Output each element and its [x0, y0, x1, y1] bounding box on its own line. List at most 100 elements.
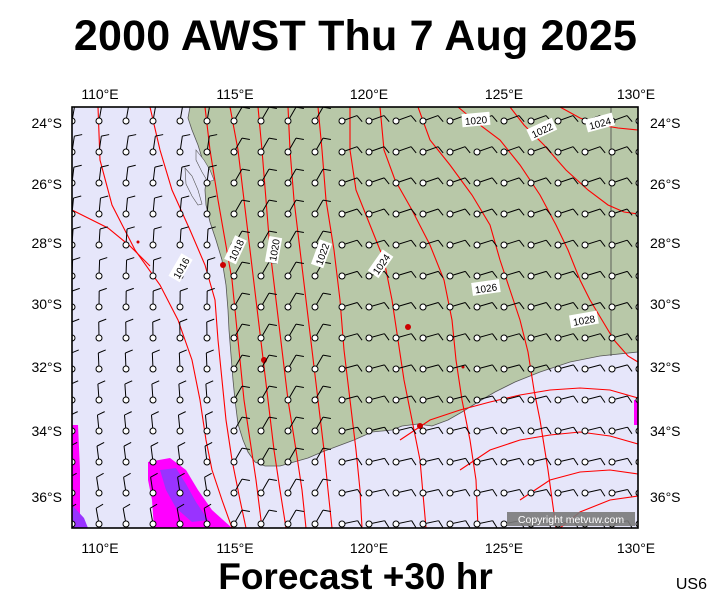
station-circle [419, 334, 427, 342]
wind-barb-feather [97, 380, 106, 385]
station-circle [581, 427, 589, 435]
station-circle [392, 117, 400, 125]
station-circle [149, 458, 157, 466]
station-circle [176, 148, 184, 156]
lat-label: 26°S [650, 176, 681, 192]
lon-label: 115°E [216, 86, 253, 102]
station-circle [527, 117, 535, 125]
station-circle [554, 365, 562, 373]
wind-barb-feather [241, 385, 250, 389]
station-circle [176, 179, 184, 187]
wind-barb-feather [128, 134, 137, 137]
wind-barb-feather [356, 208, 363, 216]
station-circle [581, 458, 589, 466]
wind-barb-feather [600, 426, 606, 435]
wind-barb-feather [465, 395, 471, 403]
wind-barb-feather [208, 195, 217, 199]
station-circle [311, 210, 319, 218]
pressure-centre-dots [136, 240, 465, 429]
station-circle [446, 272, 454, 280]
station-circle [527, 241, 535, 249]
wind-barb-feather [572, 115, 579, 122]
station-circle [581, 365, 589, 373]
station-circle [149, 241, 157, 249]
station-circle [311, 520, 319, 528]
wind-barb-feather [383, 302, 390, 310]
wind-barb-feather [99, 226, 108, 230]
wind-barb-feather [73, 164, 82, 168]
station-circle [230, 396, 238, 404]
wind-barb-feather [492, 489, 498, 497]
wind-barb-feather [357, 489, 363, 497]
wind-barb-feather [268, 509, 277, 513]
wind-barb-feather [573, 395, 579, 403]
station-circle [95, 210, 103, 218]
lat-label: 34°S [650, 423, 681, 439]
station-circle [581, 148, 589, 156]
wind-barb-feather [411, 489, 417, 497]
station-circle [392, 458, 400, 466]
station-circle [554, 272, 562, 280]
station-circle [608, 458, 616, 466]
wind-barb-feather [491, 208, 498, 216]
station-circle [284, 241, 292, 249]
wind-barb-feather [655, 521, 659, 528]
station-circle [203, 458, 211, 466]
station-circle [473, 210, 481, 218]
wind-barb-feather [268, 230, 277, 234]
wind-barb-feather [322, 385, 331, 389]
station-circle [230, 427, 238, 435]
lon-label: 120°E [350, 86, 388, 102]
wind-barb-feather [125, 349, 133, 354]
station-circle [392, 148, 400, 156]
wind-barb-feather [295, 323, 304, 327]
station-circle [581, 396, 589, 404]
station-circle [95, 458, 103, 466]
lon-label: 130°E [617, 86, 655, 102]
wind-barb-feather [180, 287, 188, 292]
wind-barb-feather [519, 458, 525, 466]
wind-barb-feather [599, 208, 606, 216]
wind-barb-feather [599, 239, 606, 247]
wind-barb-feather [626, 208, 633, 216]
isobar-label: 1020 [268, 238, 283, 262]
station-circle [257, 520, 265, 528]
wind-barb-feather [410, 115, 417, 122]
station-circle [284, 179, 292, 187]
wind-barb-feather [545, 208, 552, 216]
wind-barb-feather [518, 115, 525, 122]
station-circle [446, 241, 454, 249]
wind-barb-feather [206, 318, 215, 323]
wind-barb-feather [241, 261, 250, 265]
wind-barb-feather [464, 146, 471, 154]
wind-barb-feather [127, 164, 136, 168]
wind-barb-feather [572, 208, 579, 216]
station-circle [392, 520, 400, 528]
wind-barb-feather [437, 177, 444, 185]
station-circle [581, 334, 589, 342]
wind-barb-feather [268, 447, 277, 451]
lon-label: 110°E [81, 86, 118, 102]
wind-barb-feather [410, 271, 417, 279]
station-circle [122, 458, 130, 466]
station-circle [392, 179, 400, 187]
station-circle [149, 148, 157, 156]
wind-barb-feather [123, 472, 131, 478]
land-western-australia [187, 107, 638, 467]
station-circle [95, 148, 103, 156]
station-circle [473, 458, 481, 466]
station-circle [95, 241, 103, 249]
station-circle [284, 458, 292, 466]
station-circle [635, 303, 638, 311]
wind-barb-shaft [639, 458, 655, 462]
wind-barb-feather [241, 230, 250, 234]
station-circle [527, 148, 535, 156]
station-circle [122, 489, 130, 497]
station-circle [446, 117, 454, 125]
station-circle [203, 427, 211, 435]
station-circle [473, 396, 481, 404]
station-circle [95, 427, 103, 435]
station-circle [419, 117, 427, 125]
wind-barb-feather [356, 146, 363, 154]
gulf-inlet [195, 149, 215, 183]
